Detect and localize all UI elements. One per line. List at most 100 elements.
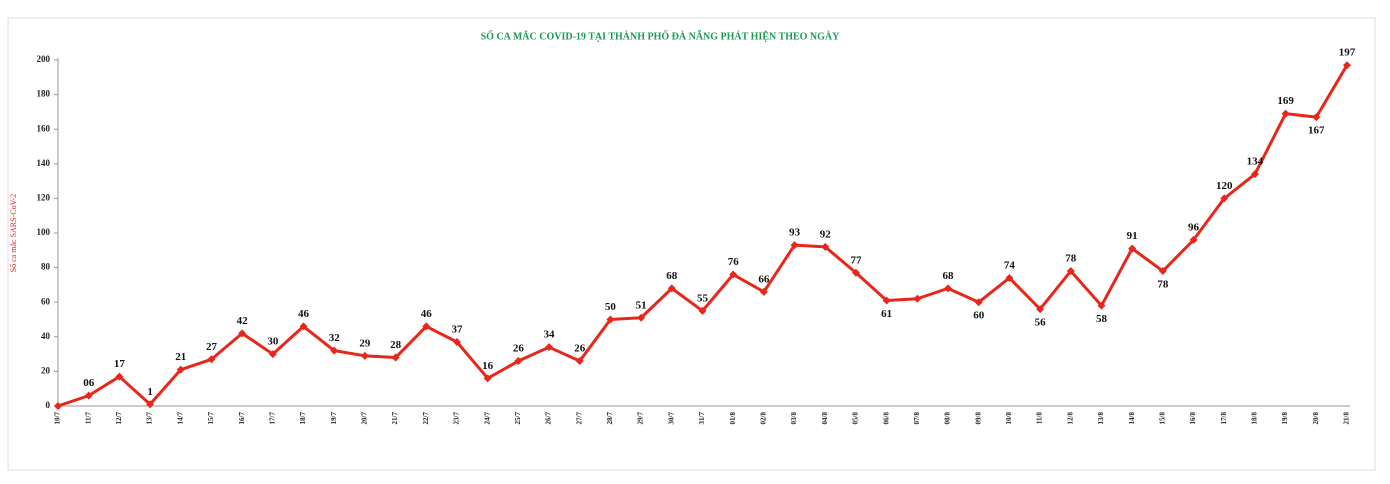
x-tick-label: 07/8 — [913, 412, 921, 425]
x-tick-label: 09/8 — [974, 412, 982, 425]
x-tick-label: 12/8 — [1066, 412, 1074, 425]
data-label: 92 — [820, 228, 832, 240]
data-point — [637, 313, 646, 322]
x-tick-label: 27/7 — [575, 412, 583, 425]
data-point — [54, 402, 62, 410]
data-label: 1 — [147, 386, 153, 398]
data-point — [1312, 113, 1321, 122]
data-point — [146, 400, 155, 409]
y-tick-label: 20 — [41, 365, 51, 375]
x-tick-label: 31/7 — [698, 412, 706, 425]
x-tick-label: 11/7 — [84, 412, 92, 425]
data-point — [1250, 170, 1259, 179]
data-point — [452, 337, 461, 346]
x-tick-label: 01/8 — [729, 412, 737, 425]
data-label: 17 — [114, 358, 126, 370]
data-point — [1005, 273, 1014, 282]
x-tick-label: 05/8 — [852, 412, 860, 425]
data-point — [944, 284, 953, 293]
data-point — [299, 322, 308, 331]
y-tick-label: 140 — [37, 158, 51, 168]
data-point — [1189, 235, 1198, 244]
data-label: 134 — [1247, 156, 1264, 168]
data-label: 21 — [175, 351, 186, 363]
x-tick-label: 20/8 — [1312, 412, 1320, 425]
data-point — [115, 372, 124, 381]
data-point — [974, 298, 983, 307]
data-point — [575, 357, 584, 366]
data-point — [759, 287, 768, 296]
x-tick-label: 26/7 — [545, 412, 553, 425]
x-tick-label: 08/8 — [944, 412, 952, 425]
data-label: 55 — [697, 292, 709, 304]
x-tick-label: 04/8 — [821, 412, 829, 425]
data-point — [821, 242, 830, 251]
data-point — [698, 306, 707, 315]
y-tick-label: 100 — [37, 227, 51, 237]
x-tick-label: 24/7 — [483, 412, 491, 425]
data-label: 56 — [1035, 317, 1047, 329]
data-label: 06 — [83, 377, 95, 389]
data-label: 16 — [482, 360, 494, 372]
data-label: 66 — [758, 273, 770, 285]
x-tick-label: 10/7 — [54, 412, 62, 425]
x-tick-label: 02/8 — [759, 412, 767, 425]
x-tick-label: 13/7 — [146, 412, 154, 425]
data-point — [1128, 244, 1137, 253]
data-point — [207, 355, 216, 364]
data-point — [84, 391, 93, 400]
x-tick-label: 16/7 — [238, 412, 246, 425]
x-tick-label: 19/7 — [330, 412, 338, 425]
x-tick-label: 28/7 — [606, 412, 614, 425]
x-tick-label: 15/7 — [207, 412, 215, 425]
x-tick-label: 22/7 — [422, 412, 430, 425]
data-label: 169 — [1277, 95, 1294, 107]
data-label: 50 — [605, 301, 617, 313]
x-tick-label: 30/7 — [667, 412, 675, 425]
data-label: 37 — [451, 324, 463, 336]
y-tick-label: 180 — [37, 89, 51, 99]
x-tick-label: 14/8 — [1128, 412, 1136, 425]
data-label: 46 — [421, 308, 433, 320]
data-point — [1281, 109, 1290, 118]
data-point — [729, 270, 738, 279]
x-tick-label: 03/8 — [790, 412, 798, 425]
x-tick-label: 14/7 — [176, 412, 184, 425]
x-tick-label: 17/8 — [1220, 412, 1228, 425]
data-point — [238, 329, 247, 338]
y-tick-label: 40 — [41, 331, 51, 341]
data-label: 167 — [1308, 125, 1325, 137]
data-point — [913, 294, 922, 303]
y-axis-label: Số ca mắc SARS-CoV-2 — [9, 194, 18, 273]
x-tick-label: 17/7 — [268, 412, 276, 425]
data-label: 91 — [1127, 230, 1138, 242]
x-tick-label: 16/8 — [1189, 412, 1197, 425]
data-point — [360, 351, 369, 360]
data-label: 34 — [544, 329, 556, 341]
x-tick-label: 21/7 — [391, 412, 399, 425]
data-point — [391, 353, 400, 362]
data-label: 26 — [513, 343, 525, 355]
data-point — [268, 350, 277, 359]
data-point — [1066, 267, 1075, 276]
data-point — [1036, 305, 1045, 314]
data-label: 32 — [329, 332, 341, 344]
data-point — [545, 343, 554, 352]
x-tick-label: 06/8 — [882, 412, 890, 425]
x-tick-label: 20/7 — [361, 412, 369, 425]
data-label: 77 — [850, 254, 862, 266]
data-label: 78 — [1157, 279, 1169, 291]
data-point — [790, 241, 799, 250]
data-label: 28 — [390, 339, 402, 351]
data-label: 30 — [267, 336, 279, 348]
data-label: 51 — [636, 299, 647, 311]
data-label: 74 — [1004, 260, 1016, 272]
data-label: 120 — [1216, 180, 1233, 192]
data-point — [1343, 61, 1351, 70]
data-point — [882, 296, 891, 305]
data-point — [422, 322, 431, 331]
data-label: 68 — [943, 270, 955, 282]
data-point — [1158, 267, 1167, 276]
x-tick-label: 12/7 — [115, 412, 123, 425]
